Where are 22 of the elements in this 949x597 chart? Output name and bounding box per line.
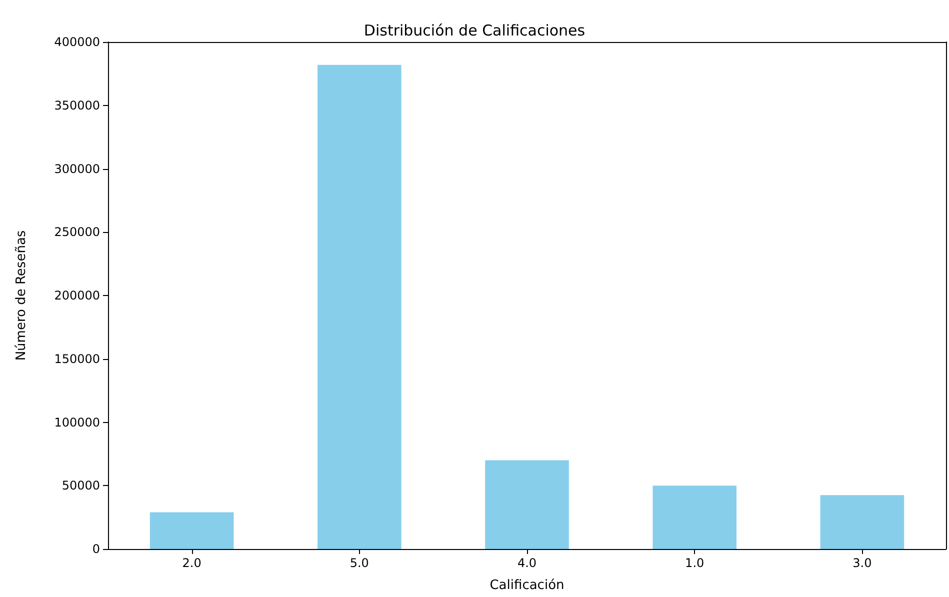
x-tick-label: 2.0 <box>182 556 202 570</box>
x-tick-label: 4.0 <box>517 556 537 570</box>
x-axis-title: Calificación <box>490 578 564 593</box>
bar <box>820 495 904 549</box>
y-tick-label: 0 <box>92 542 100 556</box>
bar <box>652 486 736 549</box>
y-tick-label: 300000 <box>54 162 100 176</box>
bar <box>318 64 402 549</box>
y-tick-label: 150000 <box>54 352 100 366</box>
y-tick-label: 100000 <box>54 415 100 430</box>
y-tick-label: 400000 <box>54 35 100 49</box>
y-axis-title: Número de Reseñas <box>14 230 29 361</box>
chart-title: Distribución de Calificaciones <box>364 22 586 40</box>
y-tick-label: 250000 <box>54 225 100 240</box>
x-tick-label: 5.0 <box>350 556 369 570</box>
y-tick-label: 50000 <box>62 478 100 493</box>
bar <box>485 460 569 549</box>
y-tick-label: 200000 <box>54 288 100 302</box>
y-tick-label: 350000 <box>54 98 100 112</box>
x-tick-label: 3.0 <box>852 556 872 570</box>
x-tick-label: 1.0 <box>685 556 704 570</box>
bar <box>150 512 234 549</box>
